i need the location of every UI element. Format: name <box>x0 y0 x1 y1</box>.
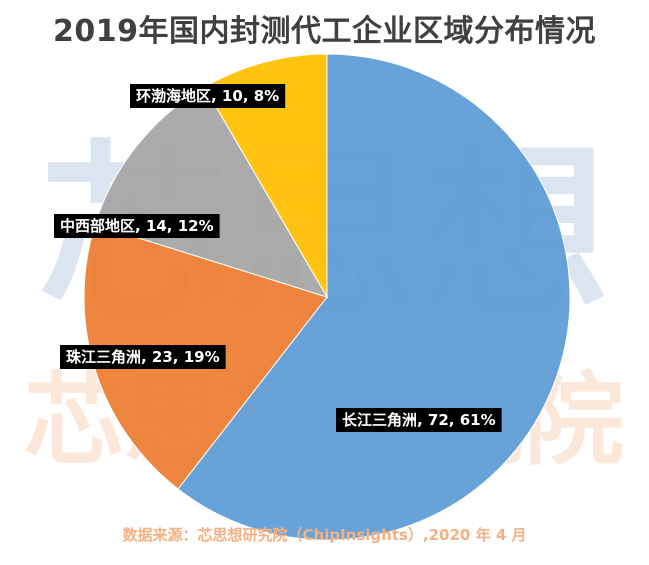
data-label-text-2: 珠江三角洲, 23, 19% <box>66 348 220 366</box>
data-label-text-1: 长江三角洲, 72, 61% <box>342 411 496 429</box>
data-label-1: 长江三角洲, 72, 61% <box>336 408 502 432</box>
chart-title: 2019年国内封测代工企业区域分布情况 <box>53 14 596 49</box>
data-label-text-4: 环渤海地区, 10, 8% <box>136 87 279 105</box>
source-note: 数据来源：芯思想研究院（ChipInsights）,2020 年 4 月 <box>122 526 527 544</box>
data-label-2: 珠江三角洲, 23, 19% <box>60 345 226 369</box>
data-label-3: 中西部地区, 14, 12% <box>54 214 220 238</box>
pie-slices <box>83 53 571 541</box>
slice-labels: 长江三角洲, 72, 61% 珠江三角洲, 23, 19% 中西部地区, 14, 1… <box>54 84 502 432</box>
data-label-text-3: 中西部地区, 14, 12% <box>60 217 214 235</box>
data-label-4: 环渤海地区, 10, 8% <box>130 84 286 108</box>
